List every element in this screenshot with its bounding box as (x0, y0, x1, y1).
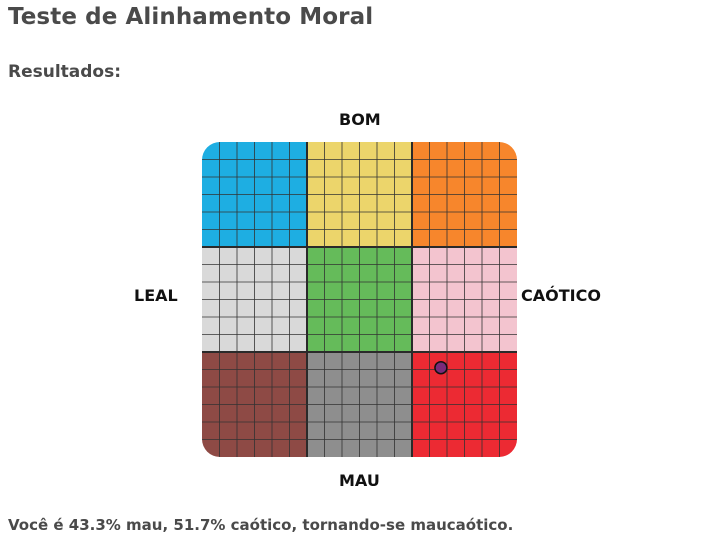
axis-label-chaotic: CAÓTICO (521, 286, 601, 305)
axis-label-lawful: LEAL (134, 286, 178, 305)
axis-label-good: BOM (339, 110, 381, 129)
alignment-result-marker (434, 360, 448, 375)
results-heading: Resultados: (8, 62, 122, 82)
axis-label-evil: MAU (339, 471, 380, 490)
alignment-grid (202, 142, 517, 457)
page-title: Teste de Alinhamento Moral (8, 4, 374, 30)
result-sentence: Você é 43.3% mau, 51.7% caótico, tornand… (8, 516, 514, 534)
